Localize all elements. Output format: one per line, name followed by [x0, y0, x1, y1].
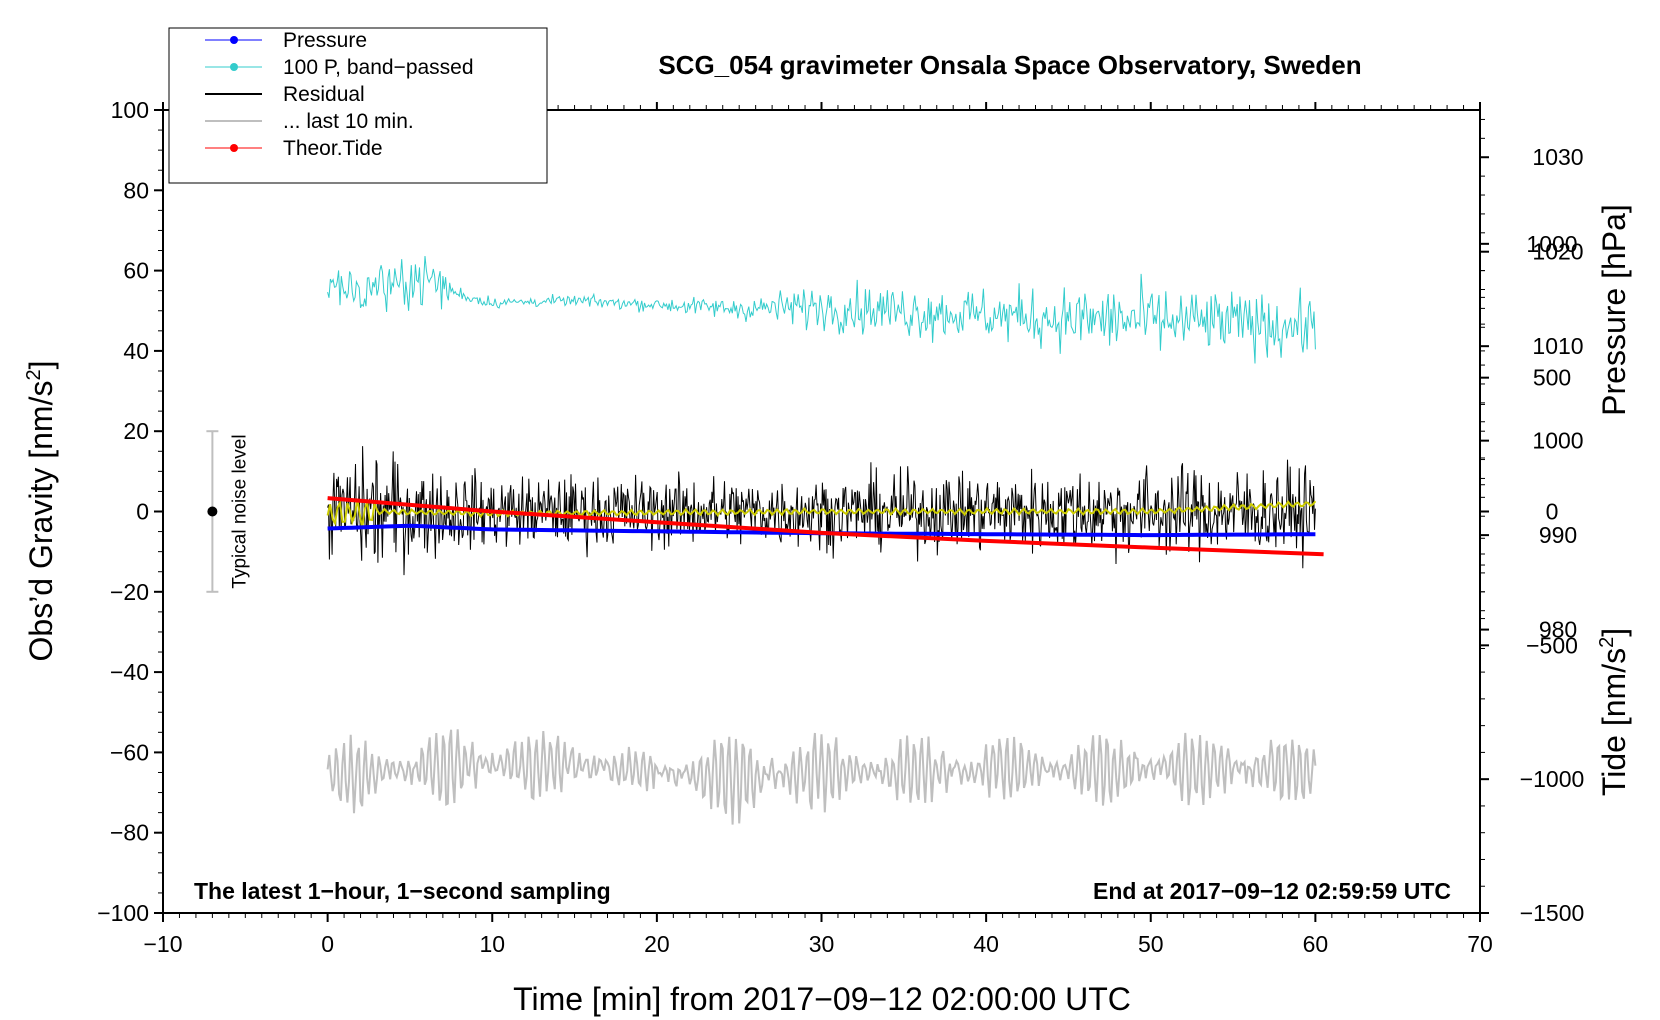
y-tick-label: −60 [110, 739, 149, 765]
series-bandpassed-pressure [327, 255, 1316, 364]
legend-label-3: ... last 10 min. [283, 110, 414, 133]
pressure-tick-label: 1000 [1532, 428, 1583, 454]
y-tick-label: 0 [136, 499, 149, 525]
series-layer [326, 255, 1324, 825]
legend-marker-4 [230, 144, 238, 152]
x-tick-label: −10 [143, 931, 182, 957]
y-axis-title-left: Obs’d Gravity [nm/s2] [23, 361, 59, 662]
tide-tick-label: −1000 [1520, 766, 1585, 792]
pressure-tick-label: 1030 [1532, 144, 1583, 170]
x-tick-label: 30 [809, 931, 835, 957]
tide-tick-label: −1500 [1520, 900, 1585, 926]
x-tick-label: 70 [1467, 931, 1493, 957]
x-tick-label: 20 [644, 931, 670, 957]
tide-tick-label: 500 [1533, 365, 1571, 391]
legend-marker-1 [230, 63, 238, 71]
y-axis-title-left-sup: 2 [23, 369, 45, 380]
y-tick-label: 80 [123, 177, 149, 203]
noise-level-label: Typical noise level [229, 434, 250, 588]
legend-label-4: Theor.Tide [283, 137, 383, 160]
noise-level-indicator: Typical noise level [206, 430, 250, 593]
y-axis-title-left-end: ] [23, 361, 59, 370]
legend-label-0: Pressure [283, 29, 367, 52]
y-axis-title-pressure: Pressure [hPa] [1596, 204, 1632, 416]
y-tick-label: 20 [123, 418, 149, 444]
series-theoretical-tide [327, 496, 1324, 557]
pressure-tick-label: 1010 [1532, 333, 1583, 359]
x-tick-label: 0 [321, 931, 334, 957]
x-tick-label: 50 [1138, 931, 1164, 957]
x-tick-label: 40 [973, 931, 999, 957]
y-tick-label: −100 [97, 900, 149, 926]
axis-ticks: −10 0 10 20 30 40 50 60 70−100−80−60−40−20020406… [97, 97, 1584, 957]
pressure-tick-label: 990 [1539, 522, 1577, 548]
legend-box [168, 27, 548, 184]
x-tick-label: 60 [1303, 931, 1329, 957]
tide-tick-label: 0 [1546, 499, 1559, 525]
x-axis-title: Time [min] from 2017−09−12 02:00:00 UTC [513, 981, 1131, 1017]
noise-level-dot [207, 506, 218, 517]
legend-label-2: Residual [283, 83, 365, 106]
y-tick-label: −20 [110, 579, 149, 605]
tide-tick-label: −500 [1526, 632, 1578, 658]
pressure-tick-label: 1020 [1532, 239, 1583, 265]
legend: Pressure 100 P, band−passed Residual ... la… [168, 27, 548, 184]
y-tick-label: 40 [123, 338, 149, 364]
y-axis-title-tide-end: ] [1596, 628, 1632, 637]
legend-marker-0 [230, 36, 238, 44]
y-tick-label: −80 [110, 820, 149, 846]
series-last-10-min [326, 729, 1317, 825]
pressure-tick-label: 980 [1539, 617, 1577, 643]
y-tick-label: −40 [110, 659, 149, 685]
y-axis-title-tide: Tide [nm/s2] [1596, 628, 1632, 796]
y-axis-title-tide-sup: 2 [1596, 637, 1618, 648]
y-tick-label: 60 [123, 258, 149, 284]
tide-tick-label: 1000 [1526, 231, 1577, 257]
x-tick-label: 10 [479, 931, 505, 957]
y-axis-title-left-main: Obs’d Gravity [nm/s [23, 381, 59, 662]
y-axis-title-tide-main: Tide [nm/s [1596, 648, 1632, 796]
footer-left-annotation: The latest 1−hour, 1−second sampling [194, 878, 611, 904]
y-tick-label: 100 [111, 97, 149, 123]
chart-title: SCG_054 gravimeter Onsala Space Observat… [658, 50, 1361, 80]
legend-label-1: 100 P, band−passed [283, 56, 474, 79]
footer-right-annotation: End at 2017−09−12 02:59:59 UTC [1093, 878, 1451, 904]
